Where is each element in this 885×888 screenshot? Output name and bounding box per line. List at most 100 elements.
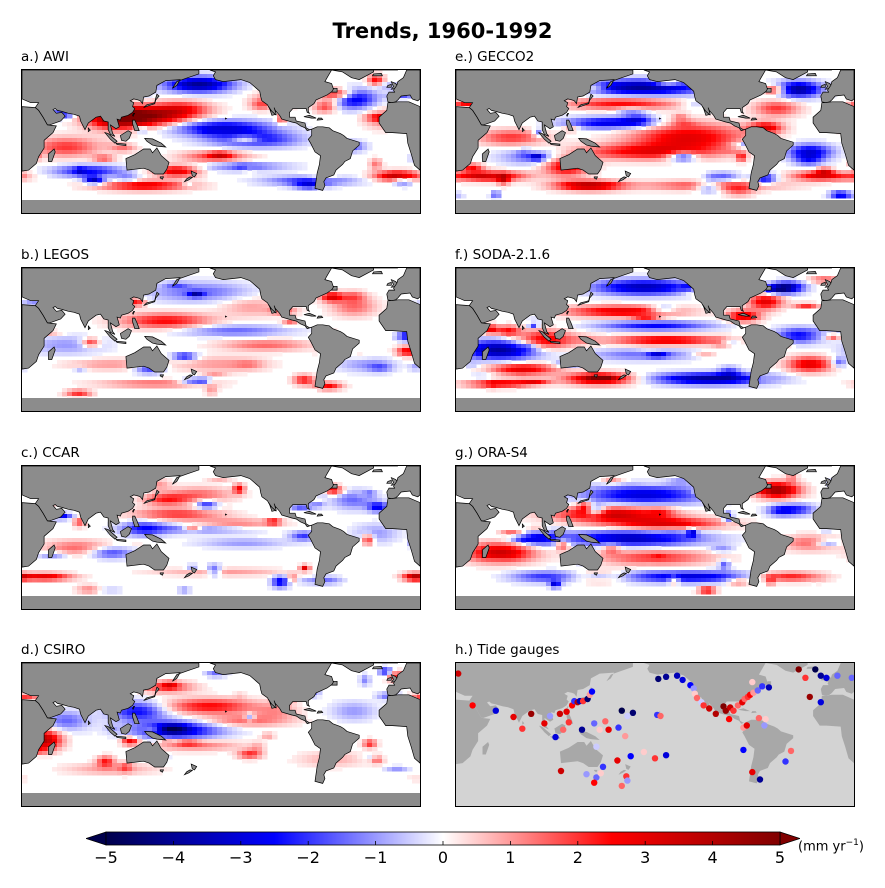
antarctic-band bbox=[22, 793, 420, 806]
colorbar bbox=[84, 830, 802, 852]
land-nz_s bbox=[617, 176, 628, 183]
land-japan bbox=[577, 291, 594, 306]
tide-gauge-78 bbox=[755, 714, 763, 722]
land-australia bbox=[559, 147, 604, 175]
land-madagascar bbox=[48, 148, 56, 162]
colorbar-tick-label: −2 bbox=[296, 848, 320, 867]
land-eurasia bbox=[456, 663, 633, 730]
land-sumatra bbox=[103, 724, 118, 737]
land-nz_s bbox=[183, 572, 194, 579]
tide-gauge-8 bbox=[546, 712, 554, 720]
land-japan bbox=[143, 93, 160, 108]
map-panel-b bbox=[21, 267, 421, 412]
land-southamerica bbox=[741, 324, 794, 389]
land-nz_n bbox=[190, 566, 198, 574]
land-baja bbox=[268, 304, 277, 314]
land-cuba bbox=[737, 114, 751, 119]
land-greenland bbox=[331, 70, 374, 80]
tide-gauge-75 bbox=[725, 715, 733, 723]
land-africa_w bbox=[378, 497, 420, 567]
land-nz_s bbox=[617, 572, 628, 579]
land-sumatra bbox=[103, 131, 118, 144]
land-srilanka bbox=[87, 523, 91, 529]
land-tasmania bbox=[594, 769, 598, 773]
tide-gauge-71 bbox=[754, 687, 761, 694]
land-eurasia bbox=[456, 268, 634, 335]
tide-gauge-28 bbox=[602, 718, 609, 725]
land-hawaii bbox=[659, 315, 662, 318]
tide-gauge-85 bbox=[782, 758, 789, 765]
tide-gauge-50 bbox=[662, 673, 670, 680]
land-africa_w bbox=[378, 101, 420, 171]
land-tasmania bbox=[159, 769, 165, 773]
land-iceland bbox=[805, 271, 817, 275]
land-tasmania bbox=[593, 176, 599, 180]
tide-gauge-88 bbox=[823, 674, 830, 681]
tide-gauge-25 bbox=[605, 726, 612, 733]
tide-gauge-20 bbox=[552, 733, 559, 741]
land-southamerica bbox=[741, 126, 794, 191]
land-sumatra bbox=[103, 527, 118, 540]
land-australia bbox=[125, 740, 170, 768]
land-ireland bbox=[386, 83, 392, 88]
map-svg-f bbox=[456, 268, 854, 411]
land-sumatra bbox=[537, 527, 552, 540]
tide-gauge-31 bbox=[624, 712, 631, 720]
tide-gauge-49 bbox=[655, 675, 662, 683]
land-java bbox=[549, 538, 561, 542]
land-hawaii bbox=[659, 117, 662, 120]
land-africa_w bbox=[812, 299, 854, 369]
land-java bbox=[115, 340, 127, 344]
land-newguinea bbox=[143, 731, 167, 741]
tide-gauge-59 bbox=[706, 705, 713, 712]
land-southamerica bbox=[307, 324, 360, 389]
land-eurasia bbox=[22, 70, 200, 137]
land-sumatra bbox=[537, 329, 552, 342]
tide-gauge-41 bbox=[593, 743, 600, 750]
map-svg-h bbox=[456, 663, 854, 806]
tide-gauge-82 bbox=[749, 768, 756, 776]
land-philippines bbox=[132, 119, 140, 132]
tide-gauge-64 bbox=[730, 707, 737, 714]
map-panel-a bbox=[21, 69, 421, 214]
land-masses bbox=[456, 70, 854, 191]
land-taiwan bbox=[132, 705, 136, 710]
tide-gauge-93 bbox=[817, 699, 824, 706]
land-taiwan bbox=[566, 112, 570, 117]
land-eurasia bbox=[22, 663, 200, 730]
tide-gauge-90 bbox=[795, 666, 802, 673]
land-africa bbox=[22, 699, 57, 765]
colorbar-tick-label: 2 bbox=[572, 848, 583, 867]
land-philippines bbox=[132, 712, 140, 725]
panel-label-b: b.) LEGOS bbox=[21, 247, 90, 263]
land-taiwan bbox=[566, 706, 569, 710]
land-tasmania bbox=[593, 374, 599, 378]
colorbar-tick-label: 1 bbox=[505, 848, 516, 867]
land-masses bbox=[22, 70, 420, 191]
tide-gauge-83 bbox=[756, 776, 764, 783]
land-southamerica bbox=[742, 719, 794, 784]
colorbar-extend-high bbox=[779, 831, 802, 846]
panel-label-h: h.) Tide gauges bbox=[455, 642, 560, 658]
tide-gauge-21 bbox=[565, 719, 572, 726]
land-madagascar bbox=[482, 346, 490, 360]
antarctic-band bbox=[456, 200, 854, 213]
land-ireland bbox=[386, 676, 392, 681]
land-madagascar bbox=[482, 742, 490, 755]
land-cuba bbox=[303, 312, 317, 317]
land-hawaii bbox=[225, 513, 228, 516]
land-japan bbox=[143, 686, 160, 701]
land-java bbox=[549, 142, 561, 146]
panel-label-g: g.) ORA-S4 bbox=[455, 445, 528, 461]
land-tasmania bbox=[593, 572, 599, 576]
land-newguinea bbox=[577, 336, 601, 346]
land-srilanka bbox=[521, 325, 525, 331]
land-masses bbox=[22, 268, 420, 389]
land-iceland bbox=[371, 666, 383, 670]
land-taiwan bbox=[566, 310, 570, 315]
map-panel-c bbox=[21, 465, 421, 610]
land-madagascar bbox=[48, 544, 56, 558]
land-taiwan bbox=[132, 310, 136, 315]
tide-gauge-23 bbox=[596, 726, 603, 733]
tide-gauge-45 bbox=[662, 752, 670, 759]
